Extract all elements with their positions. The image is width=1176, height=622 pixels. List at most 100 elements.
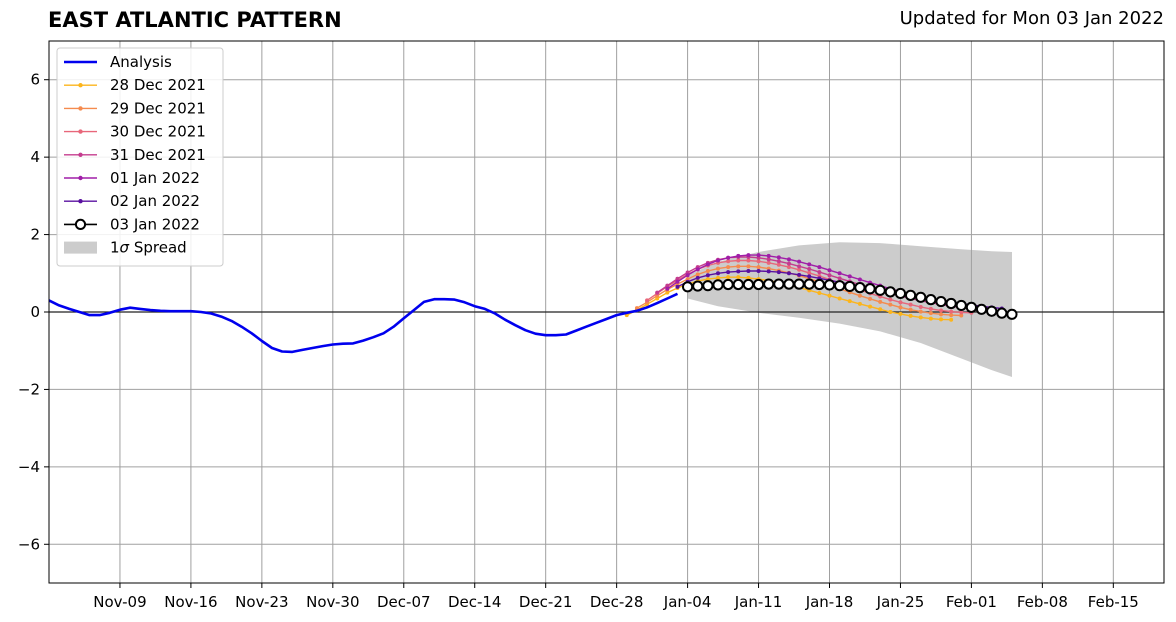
forecast-marker (702, 280, 714, 292)
legend-label: 03 Jan 2022 (110, 215, 200, 233)
forecast-marker (837, 296, 842, 301)
forecast-marker (938, 308, 943, 313)
forecast-marker (857, 293, 862, 298)
legend-label: 28 Dec 2021 (110, 76, 206, 94)
forecast-marker (813, 278, 825, 291)
legend-spread-swatch (64, 241, 97, 254)
forecast-marker (908, 302, 913, 307)
x-tick-label: Nov-16 (164, 593, 217, 611)
forecast-marker (797, 267, 802, 272)
forecast-marker (847, 299, 852, 304)
legend-forecast-marker (78, 152, 83, 158)
forecast-marker (705, 273, 710, 278)
forecast-marker (786, 257, 791, 262)
y-tick-label: 6 (30, 71, 40, 89)
forecast-marker (681, 281, 694, 293)
forecast-marker (834, 280, 846, 292)
forecast-marker (938, 317, 943, 322)
forecast-marker (776, 259, 781, 264)
forecast-marker (736, 269, 741, 274)
x-tick-label: Dec-28 (590, 593, 644, 611)
y-tick-label: −4 (18, 458, 40, 476)
forecast-marker (949, 317, 954, 322)
forecast-marker (695, 267, 700, 272)
forecast-marker (807, 262, 812, 267)
forecast-marker (746, 268, 751, 273)
forecast-marker (726, 270, 731, 275)
forecast-marker (847, 274, 852, 279)
forecast-marker (746, 264, 751, 269)
forecast-marker (655, 290, 660, 295)
forecast-marker (736, 264, 741, 269)
forecast-marker (726, 255, 731, 260)
x-tick-label: Nov-09 (93, 593, 146, 611)
series-layer (48, 253, 1018, 354)
forecast-marker (705, 262, 710, 267)
forecast-marker (857, 301, 862, 306)
forecast-marker (797, 264, 802, 269)
forecast-marker (712, 279, 724, 291)
x-tick-label: Nov-23 (235, 593, 288, 611)
forecast-marker (705, 268, 710, 273)
y-tick-label: −6 (18, 535, 40, 553)
forecast-marker (898, 305, 903, 310)
forecast-marker (827, 293, 832, 298)
forecast-marker (878, 299, 883, 304)
legend-forecast-marker (78, 175, 83, 181)
y-tick-label: −2 (18, 380, 40, 398)
updated-date-label: Updated for Mon 03 Jan 2022 (899, 8, 1164, 29)
analysis-line (48, 292, 679, 354)
forecast-marker (827, 273, 832, 278)
forecast-marker (868, 304, 873, 309)
forecast-marker (766, 260, 771, 265)
legend-label: 31 Dec 2021 (110, 146, 206, 164)
chart-title: EAST ATLANTIC PATTERN (48, 8, 342, 32)
forecast-marker (908, 313, 913, 318)
x-tick-label: Feb-15 (1088, 593, 1139, 611)
forecast-marker (756, 265, 761, 270)
forecast-marker (837, 271, 842, 276)
forecast-marker (894, 287, 907, 300)
y-tick-label: 4 (30, 148, 40, 166)
forecast-marker (807, 270, 812, 275)
forecast-marker (817, 291, 822, 296)
forecast-marker (898, 300, 903, 305)
forecast-marker (756, 259, 761, 264)
forecast-marker (675, 279, 680, 284)
forecast-marker (857, 277, 862, 282)
legend-label: 01 Jan 2022 (110, 169, 200, 187)
legend-forecast-marker (78, 106, 83, 111)
forecast-marker (844, 280, 856, 293)
legend-forecast-marker (78, 129, 83, 134)
legend-label: 1σ Spread (110, 239, 187, 257)
forecast-marker (918, 304, 923, 309)
forecast-marker (715, 258, 720, 263)
forecast-marker (722, 278, 734, 291)
forecast-marker (726, 259, 731, 264)
forecast-marker (746, 253, 751, 258)
forecast-marker (766, 253, 771, 258)
forecast-marker (715, 266, 720, 271)
forecast-marker (874, 284, 886, 296)
forecast-marker (776, 270, 781, 275)
forecast-marker (786, 271, 791, 276)
forecast-marker (752, 278, 765, 291)
forecast-marker (773, 278, 785, 290)
x-tick-label: Feb-08 (1017, 593, 1068, 611)
forecast-marker (888, 302, 893, 307)
forecast-marker (736, 258, 741, 263)
forecast-marker (776, 255, 781, 260)
forecast-marker (756, 268, 761, 273)
x-tick-label: Dec-21 (519, 593, 573, 611)
legend-label: 02 Jan 2022 (110, 192, 200, 210)
forecast-marker (763, 278, 775, 290)
forecast-marker (715, 271, 720, 276)
forecast-marker (854, 282, 866, 294)
forecast-marker (675, 284, 680, 289)
x-tick-label: Jan-25 (876, 593, 925, 611)
forecast-marker (786, 265, 791, 270)
forecast-marker (888, 297, 893, 302)
forecast-marker (736, 253, 741, 258)
forecast-marker (732, 278, 744, 291)
y-tick-label: 0 (30, 303, 40, 321)
